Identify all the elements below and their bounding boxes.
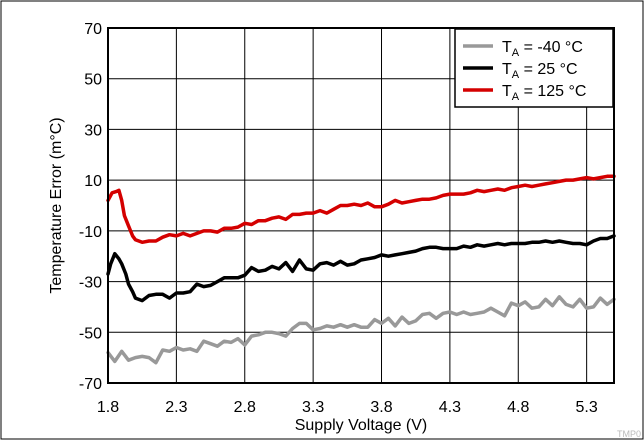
y-tick-label-7: -70	[79, 376, 102, 393]
watermark-text: TMP0	[617, 429, 641, 439]
y-tick-label-2: 30	[84, 122, 102, 139]
x-tick-label-6: 4.8	[507, 399, 529, 416]
x-tick-label-1: 2.3	[165, 399, 187, 416]
y-tick-label-1: 50	[84, 72, 102, 89]
x-tick-label-5: 4.3	[439, 399, 461, 416]
series-line-1	[106, 234, 616, 303]
y-tick-label-6: -50	[79, 325, 102, 342]
plot-area-frame	[107, 27, 615, 384]
legend-label-1: TA = 25 °C	[502, 61, 578, 81]
x-tick-label-0: 1.8	[97, 399, 119, 416]
legend: TA = -40 °CTA = 25 °CTA = 125 °C	[454, 28, 614, 108]
y-axis-title: Temperature Error (m°C)	[48, 117, 65, 293]
legend-label-2: TA = 125 °C	[502, 83, 586, 103]
legend-label-0: TA = -40 °C	[502, 39, 583, 59]
series-line-2	[106, 174, 616, 245]
y-tick-label-5: -30	[79, 275, 102, 292]
y-tick-label-4: -10	[79, 224, 102, 241]
series-layer	[106, 174, 616, 365]
x-tick-label-4: 3.8	[370, 399, 392, 416]
x-tick-label-3: 3.3	[302, 399, 324, 416]
x-axis-title: Supply Voltage (V)	[295, 417, 428, 434]
y-tick-label-3: 10	[84, 173, 102, 190]
series-line-0	[106, 295, 616, 365]
tick-labels: 1.8 2.3 2.8 3.3 3.8 4.3 4.8 5.3 70 50 30 10 -10 -30 -5…	[79, 21, 598, 416]
y-tick-label-0: 70	[84, 21, 102, 38]
x-tick-label-7: 5.3	[576, 399, 598, 416]
x-tick-label-2: 2.8	[234, 399, 256, 416]
